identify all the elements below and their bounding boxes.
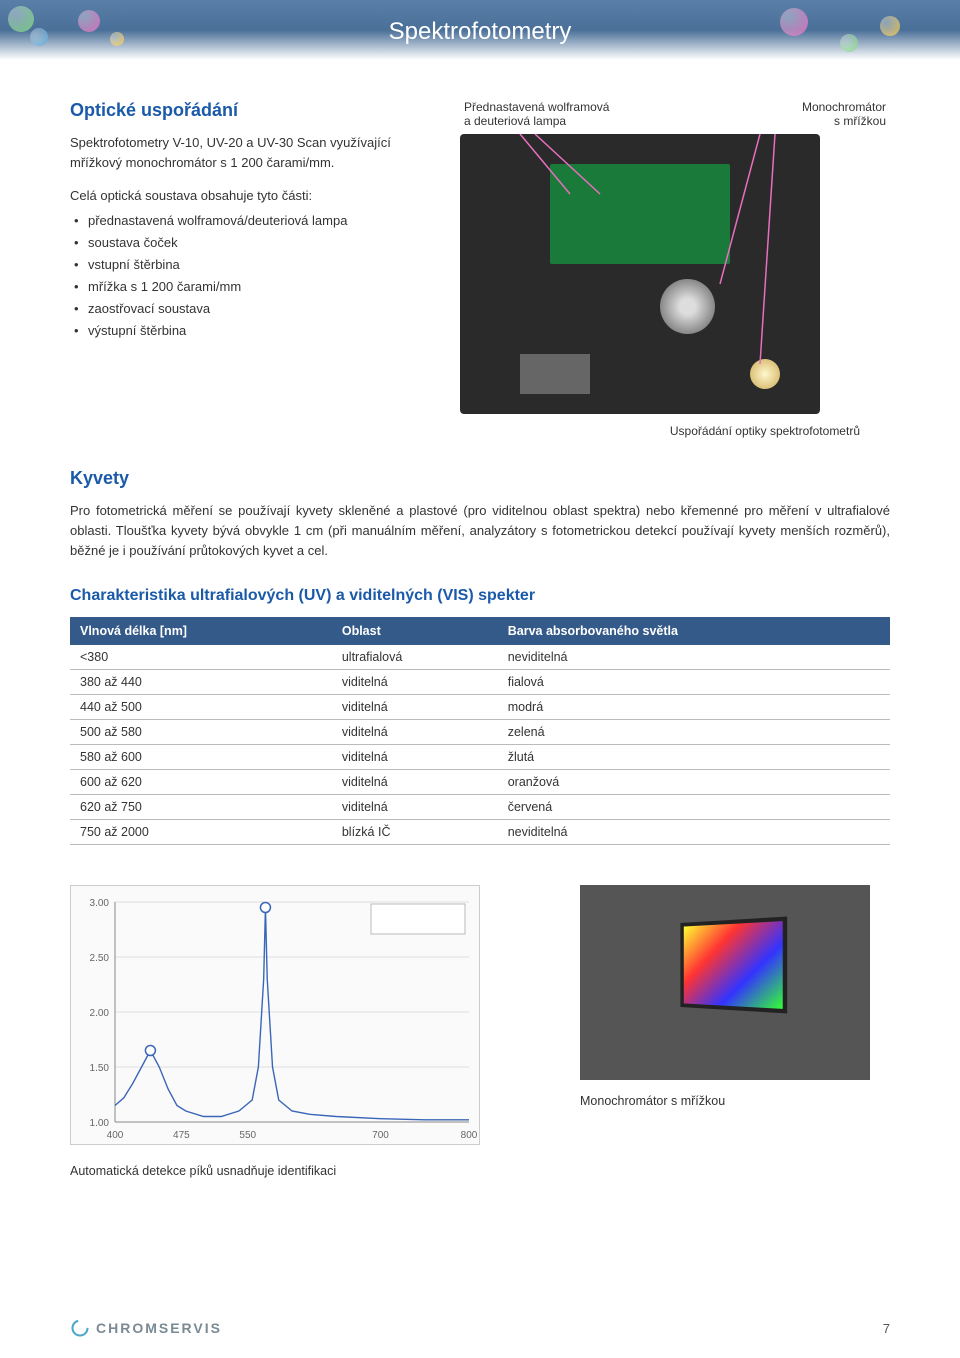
mono-caption: Monochromátor s mřížkou bbox=[580, 1094, 870, 1108]
table-header: Barva absorbovaného světla bbox=[498, 617, 890, 645]
table-cell: modrá bbox=[498, 695, 890, 720]
kyvety-section: Kyvety Pro fotometrická měření se použív… bbox=[70, 468, 890, 561]
svg-text:1.00: 1.00 bbox=[90, 1118, 110, 1129]
svg-text:1.50: 1.50 bbox=[90, 1063, 110, 1074]
table-row: 750 až 2000blízká IČneviditelná bbox=[70, 820, 890, 845]
peak-detection-chart: 1.00 1.50 2.00 2.50 3.00 400 475 550 700 800 bbox=[70, 885, 480, 1145]
table-row: 440 až 500viditelnámodrá bbox=[70, 695, 890, 720]
svg-text:550: 550 bbox=[239, 1130, 256, 1141]
part-item: soustava čoček bbox=[70, 232, 430, 254]
part-item: mřížka s 1 200 čarami/mm bbox=[70, 276, 430, 298]
svg-text:3.00: 3.00 bbox=[90, 898, 110, 909]
decorative-bubble bbox=[8, 6, 34, 32]
table-row: 620 až 750viditelnáčervená bbox=[70, 795, 890, 820]
monochromator-image bbox=[580, 885, 870, 1080]
table-cell: viditelná bbox=[332, 795, 498, 820]
table-cell: 620 až 750 bbox=[70, 795, 332, 820]
svg-text:700: 700 bbox=[372, 1130, 389, 1141]
parts-list: přednastavená wolframová/deuteriová lamp… bbox=[70, 210, 430, 343]
svg-text:400: 400 bbox=[107, 1130, 124, 1141]
part-item: zaostřovací soustava bbox=[70, 298, 430, 320]
table-cell: žlutá bbox=[498, 745, 890, 770]
svg-text:2.50: 2.50 bbox=[90, 953, 110, 964]
optical-image-column: Přednastavená wolframová a deuteriová la… bbox=[460, 100, 890, 414]
table-row: 600 až 620viditelnáoranžová bbox=[70, 770, 890, 795]
parts-intro: Celá optická soustava obsahuje tyto část… bbox=[70, 186, 430, 206]
table-row: <380ultrafialováneviditelná bbox=[70, 645, 890, 670]
table-cell: 750 až 2000 bbox=[70, 820, 332, 845]
decorative-bubble bbox=[880, 16, 900, 36]
table-cell: <380 bbox=[70, 645, 332, 670]
table-cell: viditelná bbox=[332, 720, 498, 745]
table-row: 380 až 440viditelnáfialová bbox=[70, 670, 890, 695]
kyvety-heading: Kyvety bbox=[70, 468, 890, 489]
decorative-bubble bbox=[840, 34, 858, 52]
table-cell: neviditelná bbox=[498, 645, 890, 670]
table-cell: oranžová bbox=[498, 770, 890, 795]
table-cell: viditelná bbox=[332, 670, 498, 695]
peak-chart-box: 1.00 1.50 2.00 2.50 3.00 400 475 550 700 800 Auto… bbox=[70, 885, 480, 1178]
page-content: Optické uspořádání Spektrofotometry V-10… bbox=[0, 60, 960, 1178]
decorative-bubble bbox=[780, 8, 808, 36]
part-item: vstupní štěrbina bbox=[70, 254, 430, 276]
part-item: výstupní štěrbina bbox=[70, 320, 430, 342]
optical-heading: Optické uspořádání bbox=[70, 100, 430, 121]
spectrum-table: Vlnová délka [nm]OblastBarva absorbované… bbox=[70, 617, 890, 845]
chromservis-logo: CHROMSERVIS bbox=[70, 1318, 222, 1338]
table-row: 580 až 600viditelnážlutá bbox=[70, 745, 890, 770]
decorative-bubble bbox=[30, 28, 48, 46]
page-number: 7 bbox=[883, 1321, 890, 1336]
table-cell: viditelná bbox=[332, 695, 498, 720]
device-internals-image bbox=[460, 134, 820, 414]
page-title: Spektrofotometry bbox=[0, 18, 960, 46]
table-cell: zelená bbox=[498, 720, 890, 745]
logo-icon bbox=[70, 1318, 90, 1338]
chart-caption: Automatická detekce píků usnadňuje ident… bbox=[70, 1164, 480, 1178]
table-cell: viditelná bbox=[332, 770, 498, 795]
table-cell: ultrafialová bbox=[332, 645, 498, 670]
table-cell: červená bbox=[498, 795, 890, 820]
logo-text: CHROMSERVIS bbox=[96, 1320, 222, 1336]
table-cell: blízká IČ bbox=[332, 820, 498, 845]
page-footer: CHROMSERVIS 7 bbox=[70, 1318, 890, 1338]
optical-text-column: Optické uspořádání Spektrofotometry V-10… bbox=[70, 100, 430, 414]
svg-text:475: 475 bbox=[173, 1130, 190, 1141]
table-cell: 580 až 600 bbox=[70, 745, 332, 770]
table-cell: 440 až 500 bbox=[70, 695, 332, 720]
decorative-bubble bbox=[78, 10, 100, 32]
table-cell: viditelná bbox=[332, 745, 498, 770]
table-cell: 500 až 580 bbox=[70, 720, 332, 745]
table-row: 500 až 580viditelnázelená bbox=[70, 720, 890, 745]
lamp-label: Přednastavená wolframová a deuteriová la… bbox=[464, 100, 609, 128]
monochromator-box: Monochromátor s mřížkou bbox=[580, 885, 870, 1108]
table-cell: neviditelná bbox=[498, 820, 890, 845]
table-cell: 600 až 620 bbox=[70, 770, 332, 795]
decorative-bubble bbox=[110, 32, 124, 46]
table-cell: 380 až 440 bbox=[70, 670, 332, 695]
page-header: Spektrofotometry bbox=[0, 0, 960, 60]
part-item: přednastavená wolframová/deuteriová lamp… bbox=[70, 210, 430, 232]
characteristics-heading: Charakteristika ultrafialových (UV) a vi… bbox=[70, 587, 890, 605]
svg-text:800: 800 bbox=[461, 1130, 478, 1141]
mono-label: Monochromátor s mřížkou bbox=[802, 100, 886, 128]
optical-intro: Spektrofotometry V-10, UV-20 a UV-30 Sca… bbox=[70, 133, 430, 172]
svg-text:2.00: 2.00 bbox=[90, 1008, 110, 1019]
kyvety-text: Pro fotometrická měření se používají kyv… bbox=[70, 501, 890, 561]
optics-caption: Uspořádání optiky spektrofotometrů bbox=[70, 424, 890, 438]
table-header: Vlnová délka [nm] bbox=[70, 617, 332, 645]
table-cell: fialová bbox=[498, 670, 890, 695]
table-header: Oblast bbox=[332, 617, 498, 645]
